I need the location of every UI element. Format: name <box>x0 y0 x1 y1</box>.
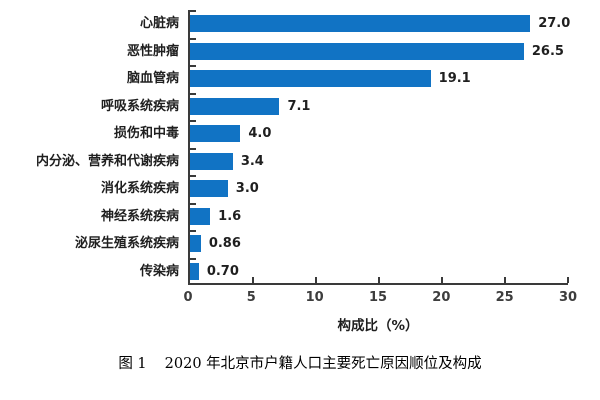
value-label: 7.1 <box>287 98 311 114</box>
category-label: 呼吸系统疾病 <box>100 98 179 114</box>
figure-caption: 图 1 2020 年北京市户籍人口主要死亡原因顺位及构成 <box>0 352 600 373</box>
value-label: 26.5 <box>531 43 564 59</box>
x-axis-tick <box>504 277 506 283</box>
bar <box>190 180 228 198</box>
x-axis-tick-label: 5 <box>246 290 256 305</box>
value-label: 0.86 <box>208 236 241 252</box>
y-axis-tick <box>190 230 196 232</box>
x-axis-tick-label: 30 <box>558 290 578 305</box>
bar-row: 26.5 <box>190 38 568 66</box>
bar <box>190 125 241 143</box>
bar-row: 3.0 <box>190 175 568 203</box>
bar-row: 1.6 <box>190 203 568 231</box>
bar <box>190 262 199 280</box>
bar-row: 4.0 <box>190 120 568 148</box>
bar-row: 27.0 <box>190 10 571 38</box>
x-axis-tick <box>315 277 317 283</box>
bar <box>190 15 531 33</box>
figure-caption-label: 图 1 <box>118 356 147 372</box>
bar <box>190 152 233 170</box>
bar <box>190 42 524 60</box>
y-axis-tick <box>190 120 196 122</box>
value-label: 19.1 <box>438 71 471 87</box>
y-axis-tick <box>190 65 196 67</box>
x-axis-tick-labels: 0 5 10 15 20 25 30 <box>183 290 577 308</box>
value-label: 1.6 <box>218 208 242 224</box>
category-label: 神经系统疾病 <box>100 208 179 224</box>
y-axis-tick <box>190 92 196 95</box>
bar-row: 19.1 <box>190 65 568 93</box>
category-label: 损伤和中毒 <box>113 126 179 141</box>
value-label: 3.4 <box>240 153 264 169</box>
y-axis-tick <box>190 10 196 12</box>
figure-caption-text: 2020 年北京市户籍人口主要死亡原因顺位及构成 <box>164 356 482 372</box>
x-axis-tick-label: 25 <box>495 290 514 305</box>
x-axis-tick <box>252 277 254 283</box>
bar-chart: 心脏病恶性肿瘤脑血管病呼吸系统疾病损伤和中毒内分泌、营养和代谢疾病消化系统疾病神… <box>10 10 577 334</box>
x-axis-tick-label: 15 <box>368 290 388 305</box>
category-labels: 心脏病恶性肿瘤脑血管病呼吸系统疾病损伤和中毒内分泌、营养和代谢疾病消化系统疾病神… <box>10 10 188 285</box>
category-label: 恶性肿瘤 <box>126 43 179 59</box>
value-label: 3.0 <box>235 181 259 197</box>
plot-area: 27.0 26.5 19.1 7.1 4.0 3.4 3.0 1.6 0.86 0.70 <box>188 10 571 286</box>
x-axis-tick <box>567 277 569 283</box>
category-label: 心脏病 <box>139 16 179 31</box>
value-label: 27.0 <box>538 16 571 32</box>
category-label: 传染病 <box>139 263 179 279</box>
bar <box>190 70 431 88</box>
x-axis-tick-label: 10 <box>305 290 324 305</box>
bar-row: 0.70 <box>190 258 568 286</box>
category-label: 消化系统疾病 <box>100 181 179 196</box>
x-axis-tick-label: 20 <box>432 290 451 305</box>
x-axis-tick <box>441 277 443 283</box>
x-axis-title: 构成比（%） <box>337 318 419 334</box>
bar <box>190 235 201 253</box>
y-axis-tick <box>190 147 196 150</box>
category-label: 泌尿生殖系统疾病 <box>74 236 179 251</box>
y-axis-tick <box>190 37 196 40</box>
value-label: 4.0 <box>248 126 272 142</box>
x-axis-tick-label: 0 <box>183 290 193 305</box>
y-axis-tick <box>190 175 196 177</box>
bar-row: 0.86 <box>190 230 568 258</box>
x-axis-tick <box>378 277 380 283</box>
category-label: 脑血管病 <box>126 71 179 86</box>
y-axis-tick <box>190 202 196 205</box>
y-axis-tick <box>190 257 196 260</box>
bar <box>190 97 280 115</box>
bar <box>190 207 211 225</box>
bar-row: 3.4 <box>190 148 568 176</box>
value-label: 0.70 <box>206 263 239 279</box>
category-label: 内分泌、营养和代谢疾病 <box>35 153 179 169</box>
bar-row: 7.1 <box>190 93 568 121</box>
